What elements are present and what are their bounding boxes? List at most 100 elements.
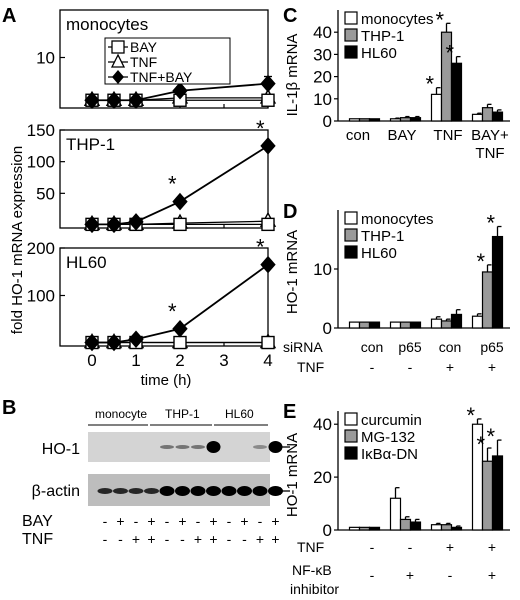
bay-sign: + (240, 513, 248, 529)
significance-star: * (477, 432, 486, 457)
blot-row-label: β-actin (32, 483, 80, 500)
plot-title: HL60 (66, 253, 107, 272)
panel-a-plots: 10 monocytes 50 100 150 THP-1 * * 100 200 HL60 * * 0 1… (27, 9, 277, 370)
significance-star: * (256, 116, 265, 141)
bar-curcumin (430, 524, 443, 531)
bay-sign: - (103, 513, 108, 529)
panel-c-ylabel: IL-1β mRNA (284, 34, 301, 117)
bar-HL60 (450, 62, 463, 122)
legend-label: BAY (130, 39, 158, 55)
panel-letter-a: A (2, 5, 16, 27)
panel-a-ylabel: fold HO-1 mRNA expression (9, 146, 26, 334)
bar-THP-1 (399, 321, 412, 329)
panel-letter-b: B (2, 397, 16, 419)
significance-star: * (487, 211, 496, 236)
point-TNF+BAY (84, 215, 100, 234)
tnf-sign: + (446, 539, 454, 555)
significance-star: * (446, 41, 455, 66)
point-TNF+BAY (84, 91, 100, 110)
significance-star: * (467, 403, 476, 428)
legend-marker-triangle (110, 53, 126, 68)
tnf-sign: + (446, 359, 454, 375)
legend-swatch (344, 28, 358, 42)
sirna-label: con (439, 339, 462, 355)
bar-MG-132 (481, 460, 494, 531)
panel-d-ylabel: HO-1 mRNA (284, 230, 301, 314)
tnf-sign: - (103, 531, 108, 547)
significance-star: * (168, 299, 177, 324)
bar-curcumin (389, 497, 402, 531)
x-tick-label: 1 (131, 351, 140, 370)
legend-swatch (344, 245, 358, 259)
legend-swatch (344, 412, 358, 426)
band-arrow-head (275, 443, 281, 451)
sirna-label: con (361, 339, 384, 355)
significance-star: * (426, 72, 435, 97)
point-TNF+BAY (172, 192, 188, 211)
point-TNF+BAY (260, 137, 276, 155)
point-BAY (261, 93, 275, 107)
ho1-band (160, 445, 174, 449)
panel-e-row2-label: NF-κB (292, 562, 332, 578)
x-tick-label: con (346, 127, 370, 144)
y-tick-label: 0 (323, 112, 332, 131)
tnf-sign: - (118, 531, 123, 547)
legend-label: monocytes (361, 11, 434, 28)
bay-sign: + (209, 513, 217, 529)
y-tick-label: 20 (313, 68, 332, 87)
inhibitor-sign: + (488, 567, 496, 583)
bar-HL60 (368, 118, 381, 122)
y-tick-label: 0 (323, 521, 332, 540)
tnf-sign: + (256, 531, 264, 547)
legend-label: THP-1 (361, 28, 404, 45)
bar-monocytes (430, 93, 443, 122)
bay-sign: - (165, 513, 170, 529)
point-BAY (173, 217, 187, 232)
significance-star: * (436, 7, 445, 32)
cell-line-label: THP-1 (165, 407, 200, 421)
plot-frame-HL60 (59, 247, 269, 347)
actin-band (97, 488, 113, 494)
point-TNF+BAY (128, 213, 144, 231)
panel-letter-d: D (283, 201, 297, 223)
tnf-sign: + (147, 531, 155, 547)
y-tick-label: 40 (313, 415, 332, 434)
plot-title: THP-1 (66, 135, 115, 154)
bar-MG-132 (440, 524, 453, 531)
significance-star: * (168, 172, 177, 197)
tnf-sign: + (488, 359, 496, 375)
x-tick-label: TNF (433, 127, 462, 144)
bar-THP-1 (358, 321, 371, 329)
tnf-sign: + (209, 531, 217, 547)
tnf-sign: - (242, 531, 247, 547)
x-tick-label: 2 (175, 351, 184, 370)
legend-swatch (344, 45, 358, 59)
point-TNF+BAY (106, 91, 122, 110)
bar-IκBα-DN (368, 526, 381, 531)
point-TNF+BAY (128, 91, 144, 110)
x-tick-label: TNF (475, 145, 504, 162)
panel-e-ylabel: HO-1 mRNA (284, 433, 301, 517)
x-tick-label: BAY (388, 127, 417, 144)
panel-letter-e: E (283, 401, 296, 423)
actin-band (252, 486, 268, 496)
treatment-label: TNF (22, 531, 53, 548)
bay-sign: + (147, 513, 155, 529)
bar-HL60 (409, 117, 422, 122)
tnf-sign: - (370, 359, 375, 375)
point-TNF+BAY (172, 81, 188, 100)
bar-THP-1 (481, 107, 494, 122)
sirna-label: p65 (480, 339, 504, 355)
blot-row-label: HO-1 (42, 441, 80, 458)
legend-swatch (344, 228, 358, 242)
legend-label: HL60 (361, 45, 397, 62)
bar-monocytes (389, 118, 402, 122)
x-tick-label: BAY+ (471, 127, 509, 144)
point-TNF+BAY (84, 333, 100, 352)
point-TNF+BAY (106, 215, 122, 234)
legend-box (104, 37, 231, 85)
tnf-sign: - (370, 539, 375, 555)
actin-band (159, 486, 175, 496)
actin-band (113, 488, 128, 494)
